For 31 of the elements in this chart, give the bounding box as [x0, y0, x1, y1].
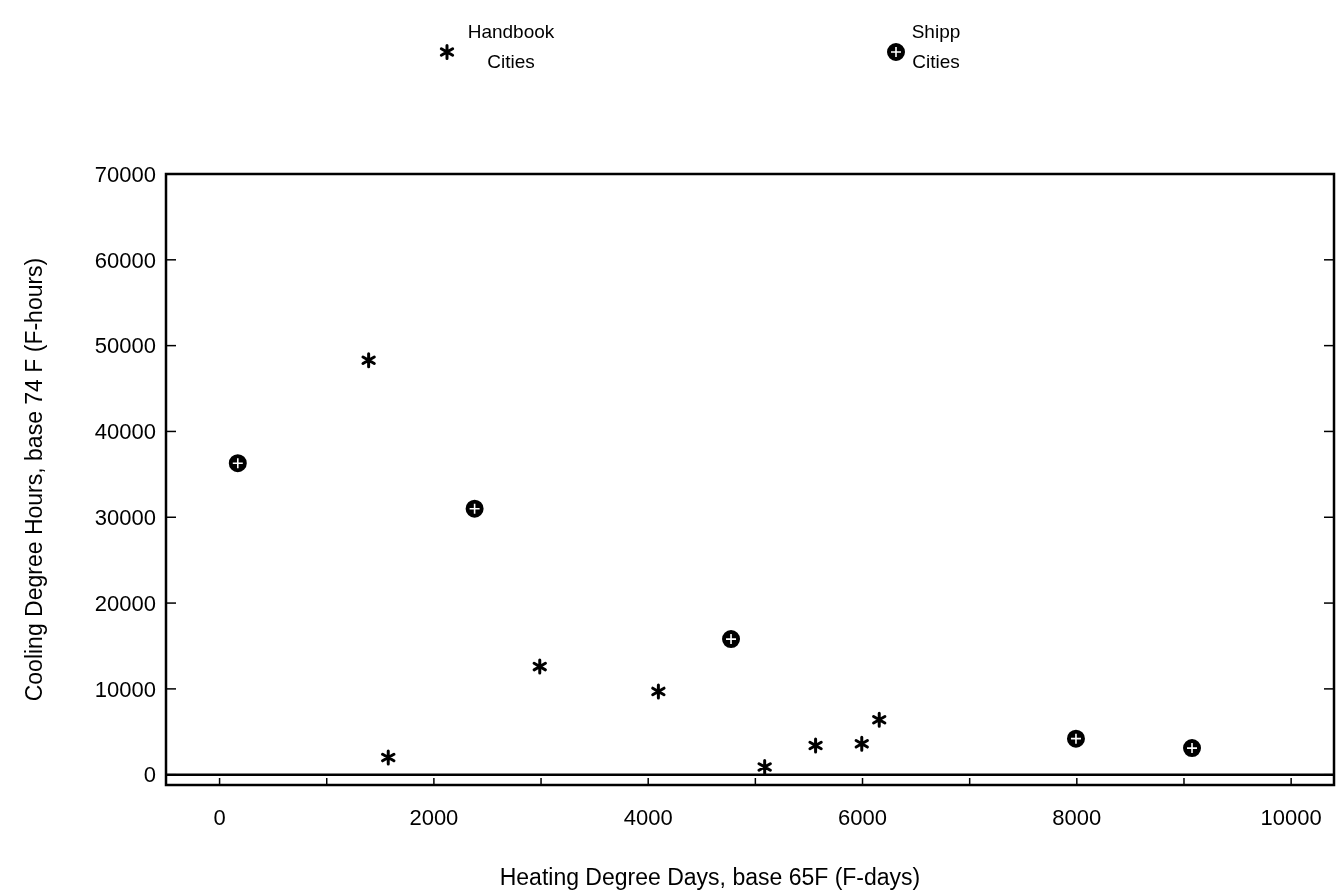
y-tick-label: 40000 — [94, 419, 156, 445]
y-tick-label: 30000 — [94, 504, 156, 530]
y-tick-label: 50000 — [94, 333, 156, 359]
point — [722, 630, 741, 649]
x-tick-label: 0 — [213, 805, 226, 830]
x-axis-title: Heating Degree Days, base 65F (F-days) — [499, 864, 921, 890]
point — [228, 454, 247, 473]
legend-label: Shipp Cities — [911, 21, 961, 72]
point — [808, 737, 823, 754]
point — [872, 711, 887, 728]
point — [757, 758, 772, 776]
point — [532, 658, 547, 675]
y-axis-title: Cooling Degree Hours, base 74 F (F-hours) — [21, 257, 47, 702]
point — [465, 499, 484, 518]
point — [381, 749, 396, 766]
point — [1183, 739, 1202, 758]
point — [361, 352, 376, 369]
x-tick-label: 8000 — [1052, 805, 1102, 830]
x-tick-label: 6000 — [838, 805, 887, 830]
y-tick-label: 20000 — [94, 590, 156, 616]
x-tick-label: 10000 — [1260, 805, 1322, 830]
x-tick-label: 2000 — [409, 805, 459, 830]
y-tick-label: 70000 — [94, 161, 156, 187]
y-tick-label: 0 — [143, 762, 156, 788]
point — [1066, 729, 1085, 748]
point — [854, 735, 869, 752]
y-tick-label: 10000 — [94, 676, 156, 702]
legend-label: Handbook Cities — [467, 21, 555, 72]
x-tick-label: 4000 — [623, 805, 673, 830]
point — [651, 683, 666, 700]
y-tick-label: 60000 — [94, 247, 156, 273]
